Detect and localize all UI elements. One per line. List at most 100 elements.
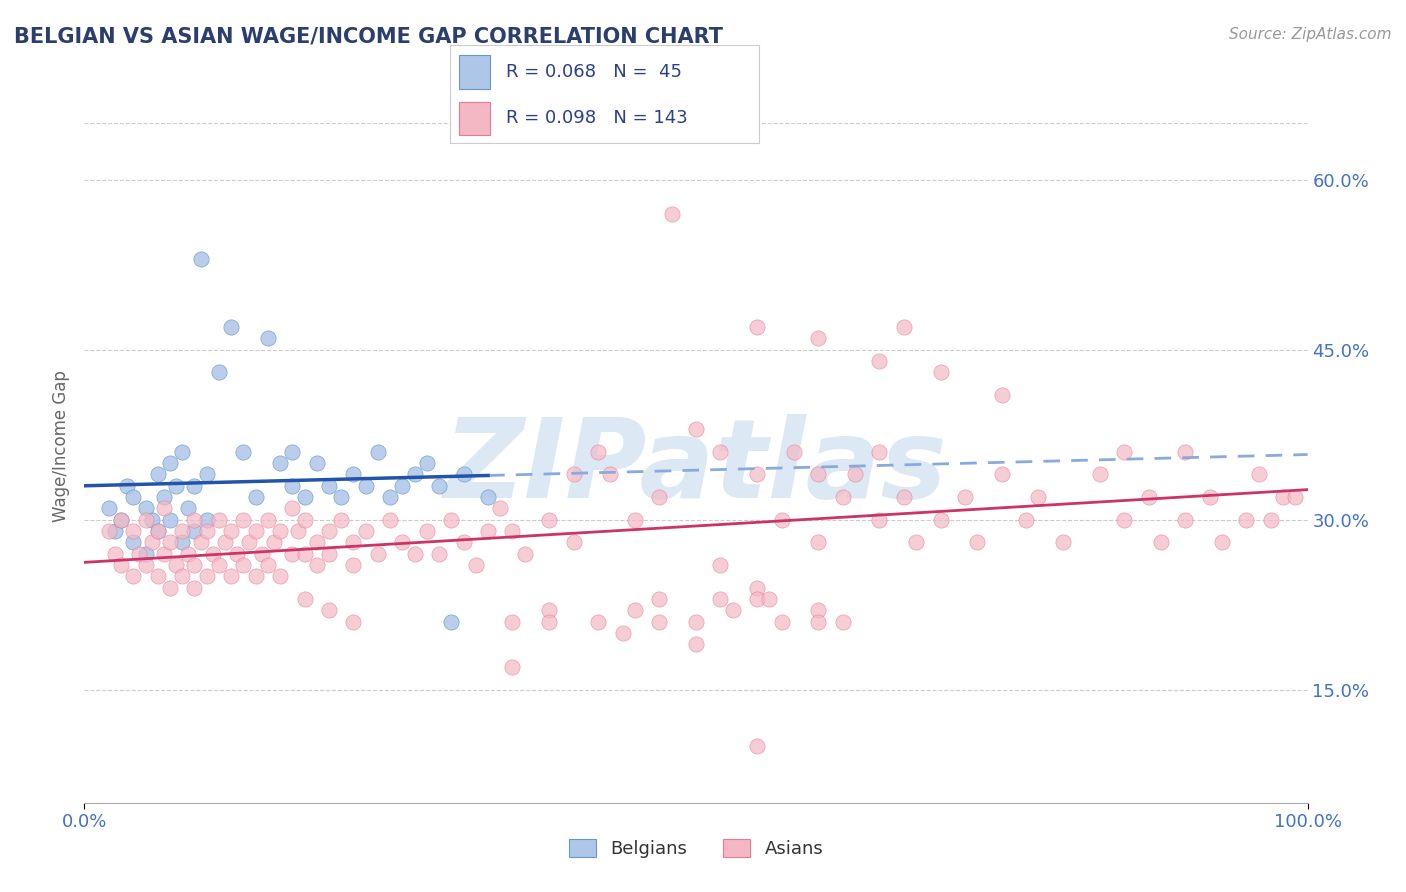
Point (391, 535, 413, 549)
Point (318, 603, 340, 617)
Point (807, 615, 830, 629)
Point (219, 524, 242, 538)
Point (195, 569, 218, 583)
Point (831, 490, 853, 504)
Point (97, 524, 120, 538)
Point (232, 444, 254, 458)
Point (538, 615, 561, 629)
Point (165, 558, 187, 572)
Point (489, 501, 512, 516)
Point (330, 490, 353, 504)
Point (110, 513, 132, 527)
Point (905, 535, 928, 549)
Point (104, 524, 127, 538)
Point (807, 331, 830, 345)
Point (661, 207, 683, 221)
Point (1114, 444, 1136, 458)
Point (342, 467, 364, 482)
Point (991, 467, 1014, 482)
Point (1260, 513, 1282, 527)
Point (502, 660, 524, 674)
Point (709, 591, 731, 606)
Point (1150, 535, 1173, 549)
Point (257, 331, 280, 345)
Point (104, 547, 127, 561)
Point (122, 535, 145, 549)
Point (183, 478, 205, 492)
Text: BELGIAN VS ASIAN WAGE/INCOME GAP CORRELATION CHART: BELGIAN VS ASIAN WAGE/INCOME GAP CORRELA… (14, 27, 723, 46)
Point (141, 535, 163, 549)
Point (115, 478, 138, 492)
Point (172, 569, 194, 583)
Point (380, 513, 402, 527)
Point (305, 558, 328, 572)
Point (807, 535, 830, 549)
Point (1114, 513, 1136, 527)
Point (367, 547, 389, 561)
Point (305, 456, 328, 470)
Point (648, 591, 671, 606)
Point (380, 490, 402, 504)
Point (991, 388, 1014, 402)
Point (648, 490, 671, 504)
Point (416, 456, 439, 470)
Point (110, 513, 132, 527)
Point (135, 513, 157, 527)
Point (318, 478, 340, 492)
Point (1174, 444, 1197, 458)
Point (1211, 535, 1233, 549)
Point (427, 547, 450, 561)
Point (257, 558, 280, 572)
Point (464, 558, 486, 572)
Point (1052, 535, 1074, 549)
Point (190, 535, 212, 549)
Point (183, 581, 205, 595)
Point (281, 444, 304, 458)
Point (135, 501, 157, 516)
Point (183, 524, 205, 538)
Point (122, 490, 145, 504)
Point (135, 547, 157, 561)
Point (586, 615, 609, 629)
Point (146, 524, 169, 538)
Point (269, 524, 291, 538)
Text: Source: ZipAtlas.com: Source: ZipAtlas.com (1229, 27, 1392, 42)
Point (281, 501, 304, 516)
Point (141, 513, 163, 527)
Point (624, 603, 647, 617)
Point (269, 569, 291, 583)
Point (208, 558, 231, 572)
Point (195, 467, 218, 482)
Point (538, 513, 561, 527)
Point (929, 365, 952, 379)
Point (453, 535, 475, 549)
Point (153, 490, 176, 504)
Point (281, 547, 304, 561)
Text: ZIPatlas: ZIPatlas (444, 414, 948, 521)
Point (250, 547, 273, 561)
Point (416, 524, 439, 538)
Point (177, 501, 200, 516)
Point (391, 478, 413, 492)
Point (453, 467, 475, 482)
Point (953, 490, 976, 504)
Point (440, 615, 463, 629)
Point (305, 535, 328, 549)
Point (893, 490, 915, 504)
Point (281, 478, 304, 492)
Point (1272, 490, 1295, 504)
Point (747, 739, 769, 754)
Point (226, 547, 249, 561)
Point (269, 456, 291, 470)
Point (342, 535, 364, 549)
Point (747, 320, 769, 334)
Point (208, 365, 231, 379)
Point (721, 603, 744, 617)
Point (232, 513, 254, 527)
Point (177, 547, 200, 561)
Point (747, 581, 769, 595)
Point (1088, 467, 1111, 482)
Point (214, 535, 236, 549)
Point (758, 591, 780, 606)
Point (159, 513, 181, 527)
